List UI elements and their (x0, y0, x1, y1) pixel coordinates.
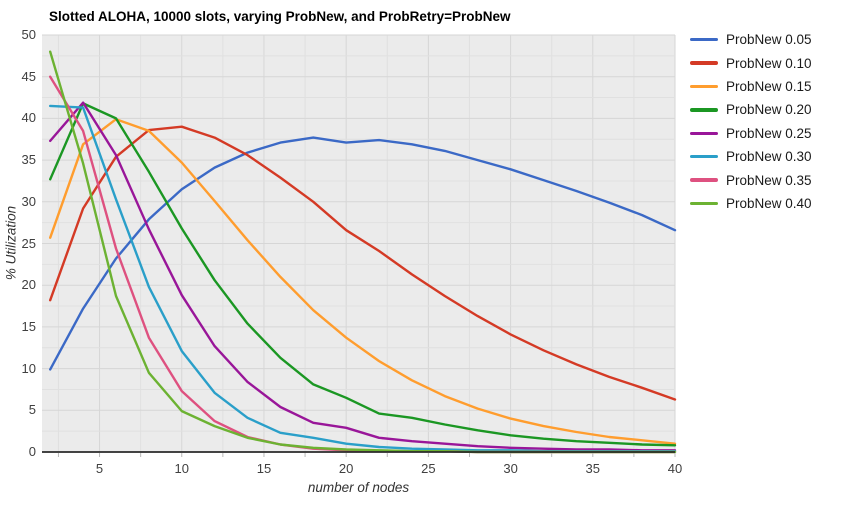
legend-swatch (690, 108, 718, 112)
legend-label: ProbNew 0.40 (726, 195, 812, 211)
legend-label: ProbNew 0.35 (726, 172, 812, 188)
x-tick-label-35: 35 (585, 461, 601, 476)
legend-item-probnew-0.25: ProbNew 0.25 (690, 122, 812, 145)
legend: ProbNew 0.05 ProbNew 0.10 ProbNew 0.15 Prob… (690, 28, 812, 215)
y-tick-label-50: 50 (21, 27, 36, 42)
x-tick-label-25: 25 (421, 461, 436, 476)
x-axis-title: number of nodes (307, 480, 410, 495)
x-axis-tick-marks (57, 453, 676, 457)
series-line-probnew-0.10 (48, 125, 677, 401)
legend-label: ProbNew 0.30 (726, 149, 812, 165)
y-tick-label-30: 30 (21, 193, 36, 209)
chart-title: Slotted ALOHA, 10000 slots, varying Prob… (49, 9, 511, 24)
x-tick-label-10: 10 (174, 461, 189, 476)
y-tick-label-45: 45 (21, 68, 36, 84)
legend-item-probnew-0.20: ProbNew 0.20 (690, 98, 812, 121)
legend-swatch (690, 61, 718, 65)
x-tick-label-5: 5 (95, 461, 104, 476)
legend-swatch (690, 201, 718, 206)
series-line-probnew-0.05 (48, 136, 677, 371)
legend-label: ProbNew 0.10 (726, 55, 812, 71)
x-tick-label-30: 30 (503, 461, 518, 476)
y-axis-title: % Utilization (3, 205, 19, 281)
legend-swatch (690, 178, 718, 182)
x-tick-label-20: 20 (338, 461, 354, 476)
y-tick-label-20: 20 (21, 277, 36, 293)
chart-canvas (42, 34, 677, 457)
series-line-probnew-0.15 (48, 117, 677, 445)
legend-item-probnew-0.40: ProbNew 0.40 (690, 192, 812, 215)
y-tick-label-40: 40 (21, 110, 36, 126)
x-tick-label-40: 40 (667, 461, 683, 476)
legend-item-probnew-0.30: ProbNew 0.30 (690, 145, 812, 168)
y-tick-label-35: 35 (21, 152, 36, 168)
legend-label: ProbNew 0.15 (726, 78, 812, 94)
y-tick-label-25: 25 (21, 235, 36, 251)
gridlines (42, 34, 676, 452)
series-line-probnew-0.25 (48, 101, 677, 452)
legend-swatch (690, 37, 718, 42)
legend-label: ProbNew 0.20 (726, 102, 812, 118)
x-tick-label-15: 15 (256, 461, 272, 476)
legend-item-probnew-0.05: ProbNew 0.05 (690, 28, 812, 51)
legend-item-probnew-0.10: ProbNew 0.10 (690, 51, 812, 74)
y-tick-label-5: 5 (28, 402, 36, 418)
y-tick-label-15: 15 (21, 318, 36, 334)
legend-label: ProbNew 0.05 (726, 32, 812, 48)
legend-swatch (690, 154, 718, 159)
legend-item-probnew-0.15: ProbNew 0.15 (690, 75, 812, 98)
legend-swatch (690, 131, 718, 135)
legend-swatch (690, 84, 718, 89)
y-tick-label-0: 0 (28, 444, 36, 459)
y-tick-label-10: 10 (21, 360, 36, 376)
legend-label: ProbNew 0.25 (726, 125, 812, 141)
legend-item-probnew-0.35: ProbNew 0.35 (690, 168, 812, 191)
series-line-probnew-0.20 (48, 102, 677, 447)
plot-area (42, 34, 677, 457)
